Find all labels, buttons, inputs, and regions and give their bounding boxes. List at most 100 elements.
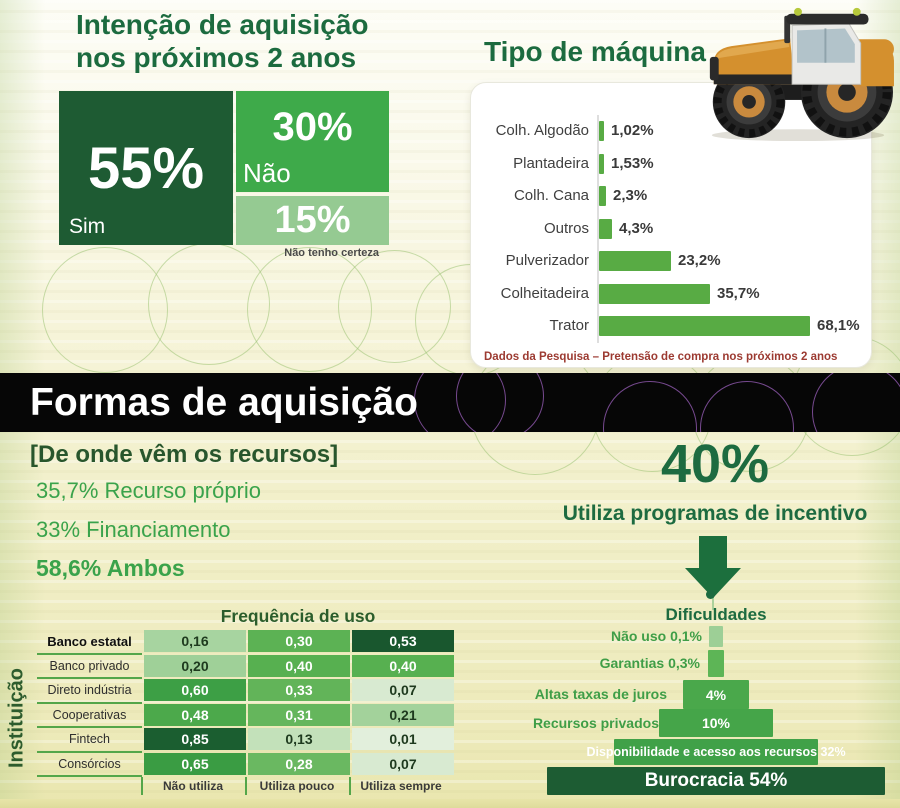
column-separator [348,777,351,795]
frequency-heatmap: Banco estatal 0,16 0,30 0,53 Banco privado 0… [37,630,454,777]
heatmap-cell: 0,01 [352,728,454,750]
funnel-bar: Burocracia 54% [547,767,885,795]
heatmap-cell: 0,33 [248,679,350,701]
machine-type-card: Colh. Algodão 1,02% Plantadeira 1,53% Colh… [470,82,872,368]
bar-category-label: Colh. Algodão [495,122,589,139]
frequency-ylabel: Instituição [5,667,28,768]
resources-item-ambos: 58,6% Ambos [36,555,185,581]
heatmap-cell: 0,40 [352,654,454,677]
decorative-circle [812,373,900,432]
funnel-bar: Disponibilidade e acesso aos recursos 32… [586,739,846,765]
funnel-bar: 10% [659,709,773,737]
resources-item-financiamento: 33% Financiamento [36,517,231,542]
table-row: Fintech 0,85 0,13 0,01 [37,728,454,753]
down-arrow-icon [699,536,727,570]
table-row: Banco estatal 0,16 0,30 0,53 [37,630,454,655]
bar-value-label: 35,7% [717,284,760,302]
decorative-circle [700,381,794,432]
heatmap-cell: 0,53 [352,630,454,652]
funnel-label: Altas taxas de juros [534,686,667,702]
heatmap-cell: 0,85 [144,728,246,750]
bar [599,121,604,141]
column-label: Utiliza pouco [259,779,335,793]
bar-value-label: 4,3% [619,219,654,237]
column-label: Utiliza sempre [360,779,442,793]
funnel-bar-label: 10% [701,715,731,731]
frequency-column-labels: Não utiliza Utiliza pouco Utiliza sempre [142,779,454,793]
heatmap-cell: 0,40 [248,654,350,677]
heatmap-cell: 0,07 [352,752,454,775]
bar-row: Pulverizador 23,2% [471,250,871,272]
column-separator [244,777,247,795]
funnel-bar-label: Burocracia 54% [644,770,788,791]
heatmap-cell: 0,31 [248,703,350,726]
bar-row: Outros 4,3% [471,218,871,240]
chart-footnote: Dados da Pesquisa – Pretensão de compra … [484,351,838,363]
connector-dot [706,590,715,599]
bar-row: Colh. Cana 2,3% [471,185,871,207]
incentive-label: Utiliza programas de incentivo [562,502,868,525]
funnel-bar: 4% [683,680,749,709]
bar-category-label: Trator [549,317,589,334]
row-label: Banco privado [37,655,142,679]
funnel-row: Burocracia 54% [450,767,900,795]
table-row: Consórcios 0,65 0,28 0,07 [37,752,454,777]
section-banner: Formas de aquisição [0,373,900,432]
bar [599,251,671,271]
machine-type-title: Tipo de máquina [484,36,706,67]
bar [599,186,606,206]
bar [599,283,710,304]
bottom-edge [0,799,900,808]
heatmap-cell: 0,30 [248,630,350,652]
row-label: Direto indústria [37,679,142,704]
table-row: Cooperativas 0,48 0,31 0,21 [37,703,454,728]
section-banner-title: Formas de aquisição [30,381,418,424]
funnel-row: Recursos privados 10% [450,709,900,737]
treemap-sim-label: Sim [69,215,106,238]
funnel-bar [709,626,723,647]
funnel-bar-label: Disponibilidade e acesso aos recursos 32… [586,745,846,759]
row-label: Cooperativas [37,704,142,728]
intention-title-line2: nos próximos 2 anos [76,42,357,74]
heatmap-cell: 0,21 [352,703,454,726]
decorative-circle [456,373,544,432]
treemap-cell-sim: 55% Sim [59,91,233,245]
intention-treemap: 55% Sim 30% Não 15% [59,91,389,245]
funnel-label: Garantias 0,3% [599,655,700,671]
bar [599,218,612,239]
heatmap-cell: 0,60 [144,679,246,701]
bar-value-label: 1,53% [611,154,654,172]
bar-row: Trator 68,1% [471,315,871,337]
table-row: Direto indústria 0,60 0,33 0,07 [37,679,454,704]
heatmap-cell: 0,20 [144,654,246,677]
treemap-nao-value: 30% [272,105,353,149]
resources-subtitle: [De onde vêm os recursos] [30,441,339,468]
bar-row: Colh. Algodão 1,02% [471,120,871,142]
difficulties-title: Dificuldades [665,605,767,624]
funnel-label: Recursos privados [532,715,659,731]
resources-item-proprio: 35,7% Recurso próprio [36,478,262,503]
funnel-row: Não uso 0,1% [450,626,900,647]
row-label: Banco estatal [37,630,142,655]
heatmap-cell: 0,16 [144,630,246,652]
bar-chart-axis [597,115,599,343]
table-row: Banco privado 0,20 0,40 0,40 [37,654,454,679]
row-label: Consórcios [37,753,142,777]
bar-row: Plantadeira 1,53% [471,153,871,175]
bar-value-label: 2,3% [613,187,648,204]
frequency-title: Frequência de uso [220,606,376,626]
connector-line [712,596,714,610]
row-label: Fintech [37,728,142,753]
funnel-row: Altas taxas de juros 4% [450,680,900,709]
heatmap-cell: 0,28 [248,752,350,775]
funnel-bar [708,650,724,677]
bar [599,316,810,336]
decorative-circle [603,381,697,432]
heatmap-cell: 0,07 [352,679,454,701]
intention-title-line1: Intenção de aquisição [76,9,369,40]
bar-value-label: 23,2% [678,252,721,269]
bar-value-label: 1,02% [611,122,654,139]
funnel-row: Disponibilidade e acesso aos recursos 32… [450,739,900,765]
bar-value-label: 68,1% [817,317,860,334]
